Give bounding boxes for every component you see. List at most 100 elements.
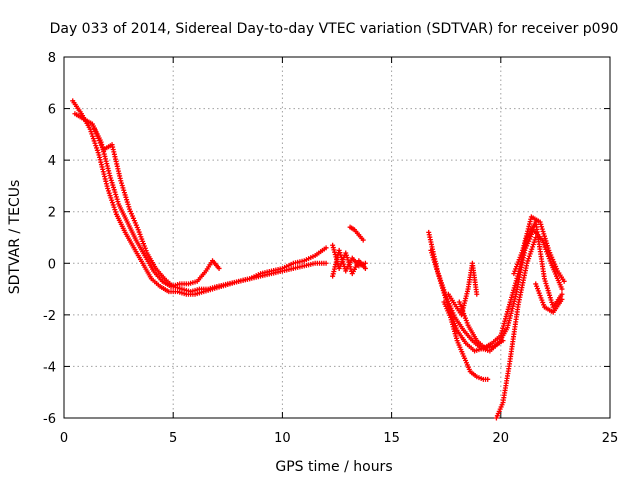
data-point xyxy=(331,247,337,253)
data-point xyxy=(113,209,119,215)
data-point xyxy=(432,259,438,265)
data-point xyxy=(94,147,100,153)
data-point xyxy=(541,242,547,248)
y-tick-label: -4 xyxy=(43,360,56,375)
data-point xyxy=(112,189,118,195)
data-point xyxy=(529,246,535,252)
data-point xyxy=(92,140,98,146)
data-point xyxy=(428,247,434,253)
data-point xyxy=(450,321,456,327)
data-point xyxy=(526,256,532,262)
data-point xyxy=(519,250,525,256)
data-point xyxy=(500,338,506,344)
y-tick-label: -6 xyxy=(43,412,56,427)
data-point xyxy=(137,231,143,237)
data-point xyxy=(539,237,545,243)
plot-frame xyxy=(63,56,611,419)
data-point xyxy=(509,292,515,298)
data-point xyxy=(115,199,121,205)
data-point xyxy=(120,185,126,191)
data-point xyxy=(514,275,520,281)
series-track-7 xyxy=(426,227,565,354)
data-point xyxy=(504,311,510,317)
data-point xyxy=(559,286,565,292)
data-point xyxy=(119,180,125,186)
data-point xyxy=(450,324,456,330)
data-point xyxy=(87,126,93,132)
y-axis-title: SDTVAR / TECUs xyxy=(7,180,23,295)
data-point xyxy=(462,313,468,319)
data-point xyxy=(544,285,550,291)
series-track-13 xyxy=(533,281,565,315)
data-point xyxy=(111,187,117,193)
data-point xyxy=(109,197,115,203)
data-point xyxy=(512,268,518,274)
data-point xyxy=(541,302,547,308)
data-point xyxy=(113,194,119,200)
data-point xyxy=(143,248,149,254)
data-point xyxy=(535,288,541,294)
y-tick-label: 4 xyxy=(48,154,56,169)
series-track-12 xyxy=(493,235,539,421)
data-point xyxy=(442,295,448,301)
data-point xyxy=(530,244,536,250)
data-point xyxy=(108,177,114,183)
data-point xyxy=(119,182,125,188)
data-point xyxy=(124,199,130,205)
data-point xyxy=(527,251,533,257)
data-point xyxy=(544,243,550,249)
data-point xyxy=(459,306,465,312)
data-point xyxy=(539,226,545,232)
data-point xyxy=(432,262,438,268)
data-point xyxy=(138,234,144,240)
y-tick-label: -2 xyxy=(43,309,56,324)
data-point xyxy=(511,271,517,277)
data-point xyxy=(90,133,96,139)
data-point xyxy=(531,239,537,245)
data-point xyxy=(121,187,127,193)
data-point xyxy=(536,290,542,296)
data-point xyxy=(559,296,565,302)
data-point xyxy=(498,332,504,338)
series-track-9 xyxy=(441,299,491,382)
data-point xyxy=(105,186,111,192)
series-track-1 xyxy=(70,98,329,297)
data-point xyxy=(462,315,468,321)
data-point xyxy=(123,194,129,200)
ticks-layer: 0 5 10 15 20 25 -6 -4 -2 0 2 4 6 8 xyxy=(43,51,618,446)
data-point xyxy=(510,290,516,296)
x-tick-label: 20 xyxy=(493,431,510,446)
data-point xyxy=(541,231,547,237)
data-point xyxy=(547,258,553,264)
data-point xyxy=(533,235,539,240)
data-point xyxy=(505,306,511,312)
data-point xyxy=(544,283,550,289)
data-point xyxy=(540,228,546,234)
data-point xyxy=(464,320,470,326)
data-point xyxy=(140,238,146,244)
data-point xyxy=(547,295,553,301)
data-point xyxy=(431,257,437,263)
data-point xyxy=(546,290,552,296)
data-point xyxy=(437,278,443,284)
data-point xyxy=(532,237,538,243)
data-point xyxy=(332,249,338,255)
data-point xyxy=(549,299,555,305)
data-point xyxy=(94,145,100,151)
marks-layer xyxy=(70,98,567,421)
data-point xyxy=(559,291,565,297)
data-point xyxy=(121,190,127,196)
data-point xyxy=(449,319,455,325)
data-point xyxy=(438,280,444,286)
data-point xyxy=(332,252,338,258)
data-point xyxy=(534,286,540,292)
y-tick-label: 2 xyxy=(48,206,56,221)
data-point xyxy=(439,283,445,289)
data-point xyxy=(124,197,130,203)
data-point xyxy=(512,283,518,289)
data-point xyxy=(448,317,454,323)
data-point xyxy=(108,175,114,181)
data-point xyxy=(110,182,116,188)
data-point xyxy=(433,264,439,270)
data-point xyxy=(538,221,544,227)
